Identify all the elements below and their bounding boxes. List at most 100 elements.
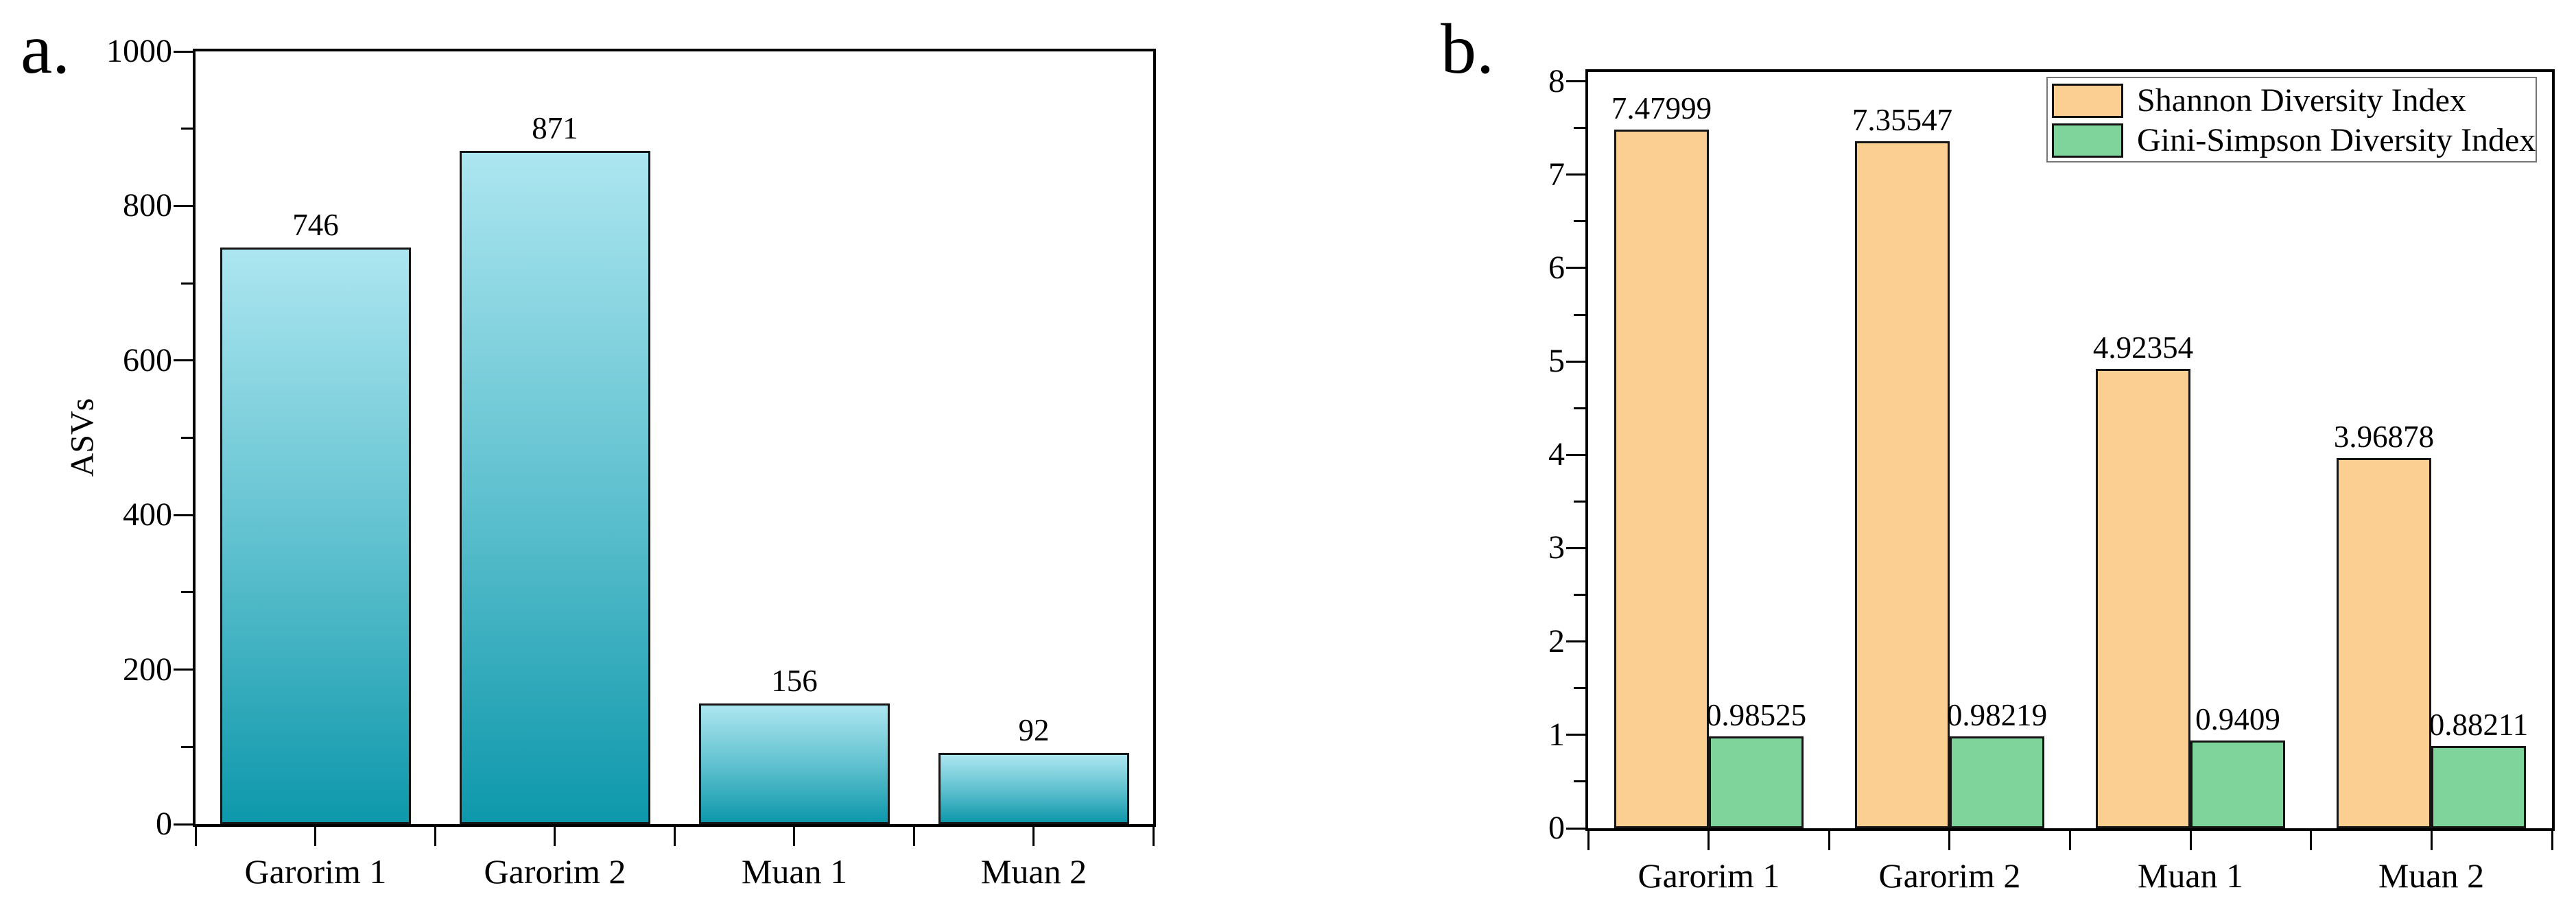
x-axis-category-label: Garorim 2 bbox=[1878, 856, 2021, 895]
legend-swatch-shannon-icon bbox=[2052, 84, 2123, 118]
x-axis-category-label: Garorim 1 bbox=[1638, 856, 1780, 895]
y-axis-minor-tick bbox=[1574, 687, 1585, 689]
shannon-bar bbox=[1855, 141, 1950, 828]
gini-simpson-bar bbox=[1950, 736, 2044, 828]
panel-a-y-axis-title: ASVs bbox=[64, 398, 101, 477]
y-axis-major-tick bbox=[174, 823, 193, 826]
bar-value-label: 871 bbox=[532, 111, 578, 145]
y-axis-tick-label: 200 bbox=[123, 651, 172, 688]
bar-value-label: 0.98219 bbox=[1946, 698, 2048, 732]
x-axis-boundary-tick bbox=[434, 827, 436, 846]
bar-value-label: 0.98525 bbox=[1705, 698, 1807, 732]
x-axis-category-tick bbox=[2431, 831, 2433, 850]
bar-value-label: 746 bbox=[292, 208, 339, 242]
x-axis-category-tick bbox=[2190, 831, 2192, 850]
panel-a-letter: a. bbox=[21, 10, 71, 88]
panel-b-letter: b. bbox=[1441, 10, 1494, 88]
y-axis-minor-tick bbox=[181, 437, 193, 439]
x-axis-category-tick bbox=[1708, 831, 1710, 850]
legend-swatch-gini-simpson-icon bbox=[2052, 123, 2123, 158]
y-axis-major-tick bbox=[1566, 267, 1585, 269]
y-axis-minor-tick bbox=[181, 282, 193, 285]
x-axis-boundary-tick bbox=[913, 827, 915, 846]
y-axis-minor-tick bbox=[1574, 314, 1585, 316]
y-axis-tick-label: 5 bbox=[1548, 343, 1565, 379]
x-axis-boundary-tick bbox=[2069, 831, 2071, 850]
x-axis-category-tick bbox=[1948, 831, 1950, 850]
legend-item-label: Gini-Simpson Diversity Index bbox=[2137, 122, 2536, 158]
panel-a-plot-frame bbox=[193, 49, 1156, 827]
asv-bar bbox=[460, 151, 650, 824]
y-axis-tick-label: 1 bbox=[1548, 717, 1565, 753]
y-axis-major-tick bbox=[1566, 173, 1585, 176]
y-axis-major-tick bbox=[1566, 547, 1585, 549]
x-axis-category-label: Garorim 2 bbox=[484, 852, 626, 891]
y-axis-minor-tick bbox=[181, 591, 193, 593]
x-axis-boundary-tick bbox=[674, 827, 676, 846]
bar-value-label: 7.35547 bbox=[1852, 103, 1953, 137]
legend-item-label: Shannon Diversity Index bbox=[2137, 82, 2466, 119]
y-axis-minor-tick bbox=[1574, 501, 1585, 503]
gini-simpson-bar bbox=[2190, 741, 2285, 828]
x-axis-category-label: Garorim 1 bbox=[244, 852, 387, 891]
y-axis-tick-label: 0 bbox=[156, 806, 172, 842]
y-axis-major-tick bbox=[1566, 734, 1585, 736]
x-axis-category-tick bbox=[554, 827, 556, 846]
y-axis-tick-label: 1000 bbox=[106, 33, 172, 69]
legend-box bbox=[2046, 77, 2537, 162]
y-axis-tick-label: 8 bbox=[1548, 63, 1565, 99]
x-axis-category-label: Muan 1 bbox=[741, 852, 848, 891]
x-axis-boundary-tick bbox=[1828, 831, 1830, 850]
bar-value-label: 7.47999 bbox=[1611, 91, 1712, 125]
y-axis-major-tick bbox=[1566, 640, 1585, 642]
y-axis-minor-tick bbox=[1574, 407, 1585, 409]
y-axis-minor-tick bbox=[1574, 780, 1585, 782]
x-axis-category-tick bbox=[1032, 827, 1035, 846]
bar-value-label: 92 bbox=[1018, 713, 1050, 747]
y-axis-major-tick bbox=[174, 359, 193, 361]
y-axis-tick-label: 0 bbox=[1548, 810, 1565, 846]
y-axis-major-tick bbox=[1566, 80, 1585, 82]
gini-simpson-bar bbox=[2431, 746, 2526, 828]
y-axis-major-tick bbox=[174, 514, 193, 516]
bar-value-label: 4.92354 bbox=[2092, 330, 2194, 365]
x-axis-category-label: Muan 1 bbox=[2137, 856, 2244, 895]
shannon-bar bbox=[1614, 130, 1709, 828]
x-axis-category-tick bbox=[314, 827, 316, 846]
bar-value-label: 156 bbox=[771, 664, 818, 698]
x-axis-boundary-tick bbox=[1587, 831, 1590, 850]
x-axis-category-tick bbox=[793, 827, 795, 846]
shannon-bar bbox=[2096, 369, 2190, 828]
y-axis-tick-label: 400 bbox=[123, 496, 172, 533]
y-axis-tick-label: 600 bbox=[123, 342, 172, 378]
asv-bar bbox=[938, 753, 1129, 824]
y-axis-minor-tick bbox=[1574, 127, 1585, 129]
asv-bar bbox=[699, 703, 890, 824]
y-axis-major-tick bbox=[1566, 454, 1585, 456]
y-axis-major-tick bbox=[174, 51, 193, 53]
x-axis-boundary-tick bbox=[1153, 827, 1155, 846]
x-axis-category-label: Muan 2 bbox=[2378, 856, 2485, 895]
gini-simpson-bar bbox=[1709, 736, 1804, 828]
y-axis-minor-tick bbox=[1574, 594, 1585, 596]
x-axis-category-label: Muan 2 bbox=[980, 852, 1087, 891]
bar-value-label: 0.9409 bbox=[2195, 702, 2280, 736]
y-axis-tick-label: 4 bbox=[1548, 436, 1565, 472]
x-axis-boundary-tick bbox=[2310, 831, 2312, 850]
y-axis-tick-label: 800 bbox=[123, 187, 172, 224]
bar-value-label: 0.88211 bbox=[2429, 708, 2529, 742]
y-axis-tick-label: 3 bbox=[1548, 529, 1565, 566]
y-axis-tick-label: 6 bbox=[1548, 250, 1565, 286]
x-axis-boundary-tick bbox=[2551, 831, 2553, 850]
y-axis-minor-tick bbox=[181, 128, 193, 130]
panel-b-plot-frame bbox=[1585, 69, 2555, 831]
y-axis-major-tick bbox=[1566, 361, 1585, 363]
y-axis-major-tick bbox=[174, 205, 193, 207]
asv-bar bbox=[220, 248, 411, 824]
y-axis-tick-label: 7 bbox=[1548, 156, 1565, 193]
shannon-bar bbox=[2337, 458, 2431, 828]
y-axis-major-tick bbox=[1566, 828, 1585, 830]
y-axis-minor-tick bbox=[181, 746, 193, 748]
y-axis-minor-tick bbox=[1574, 220, 1585, 222]
